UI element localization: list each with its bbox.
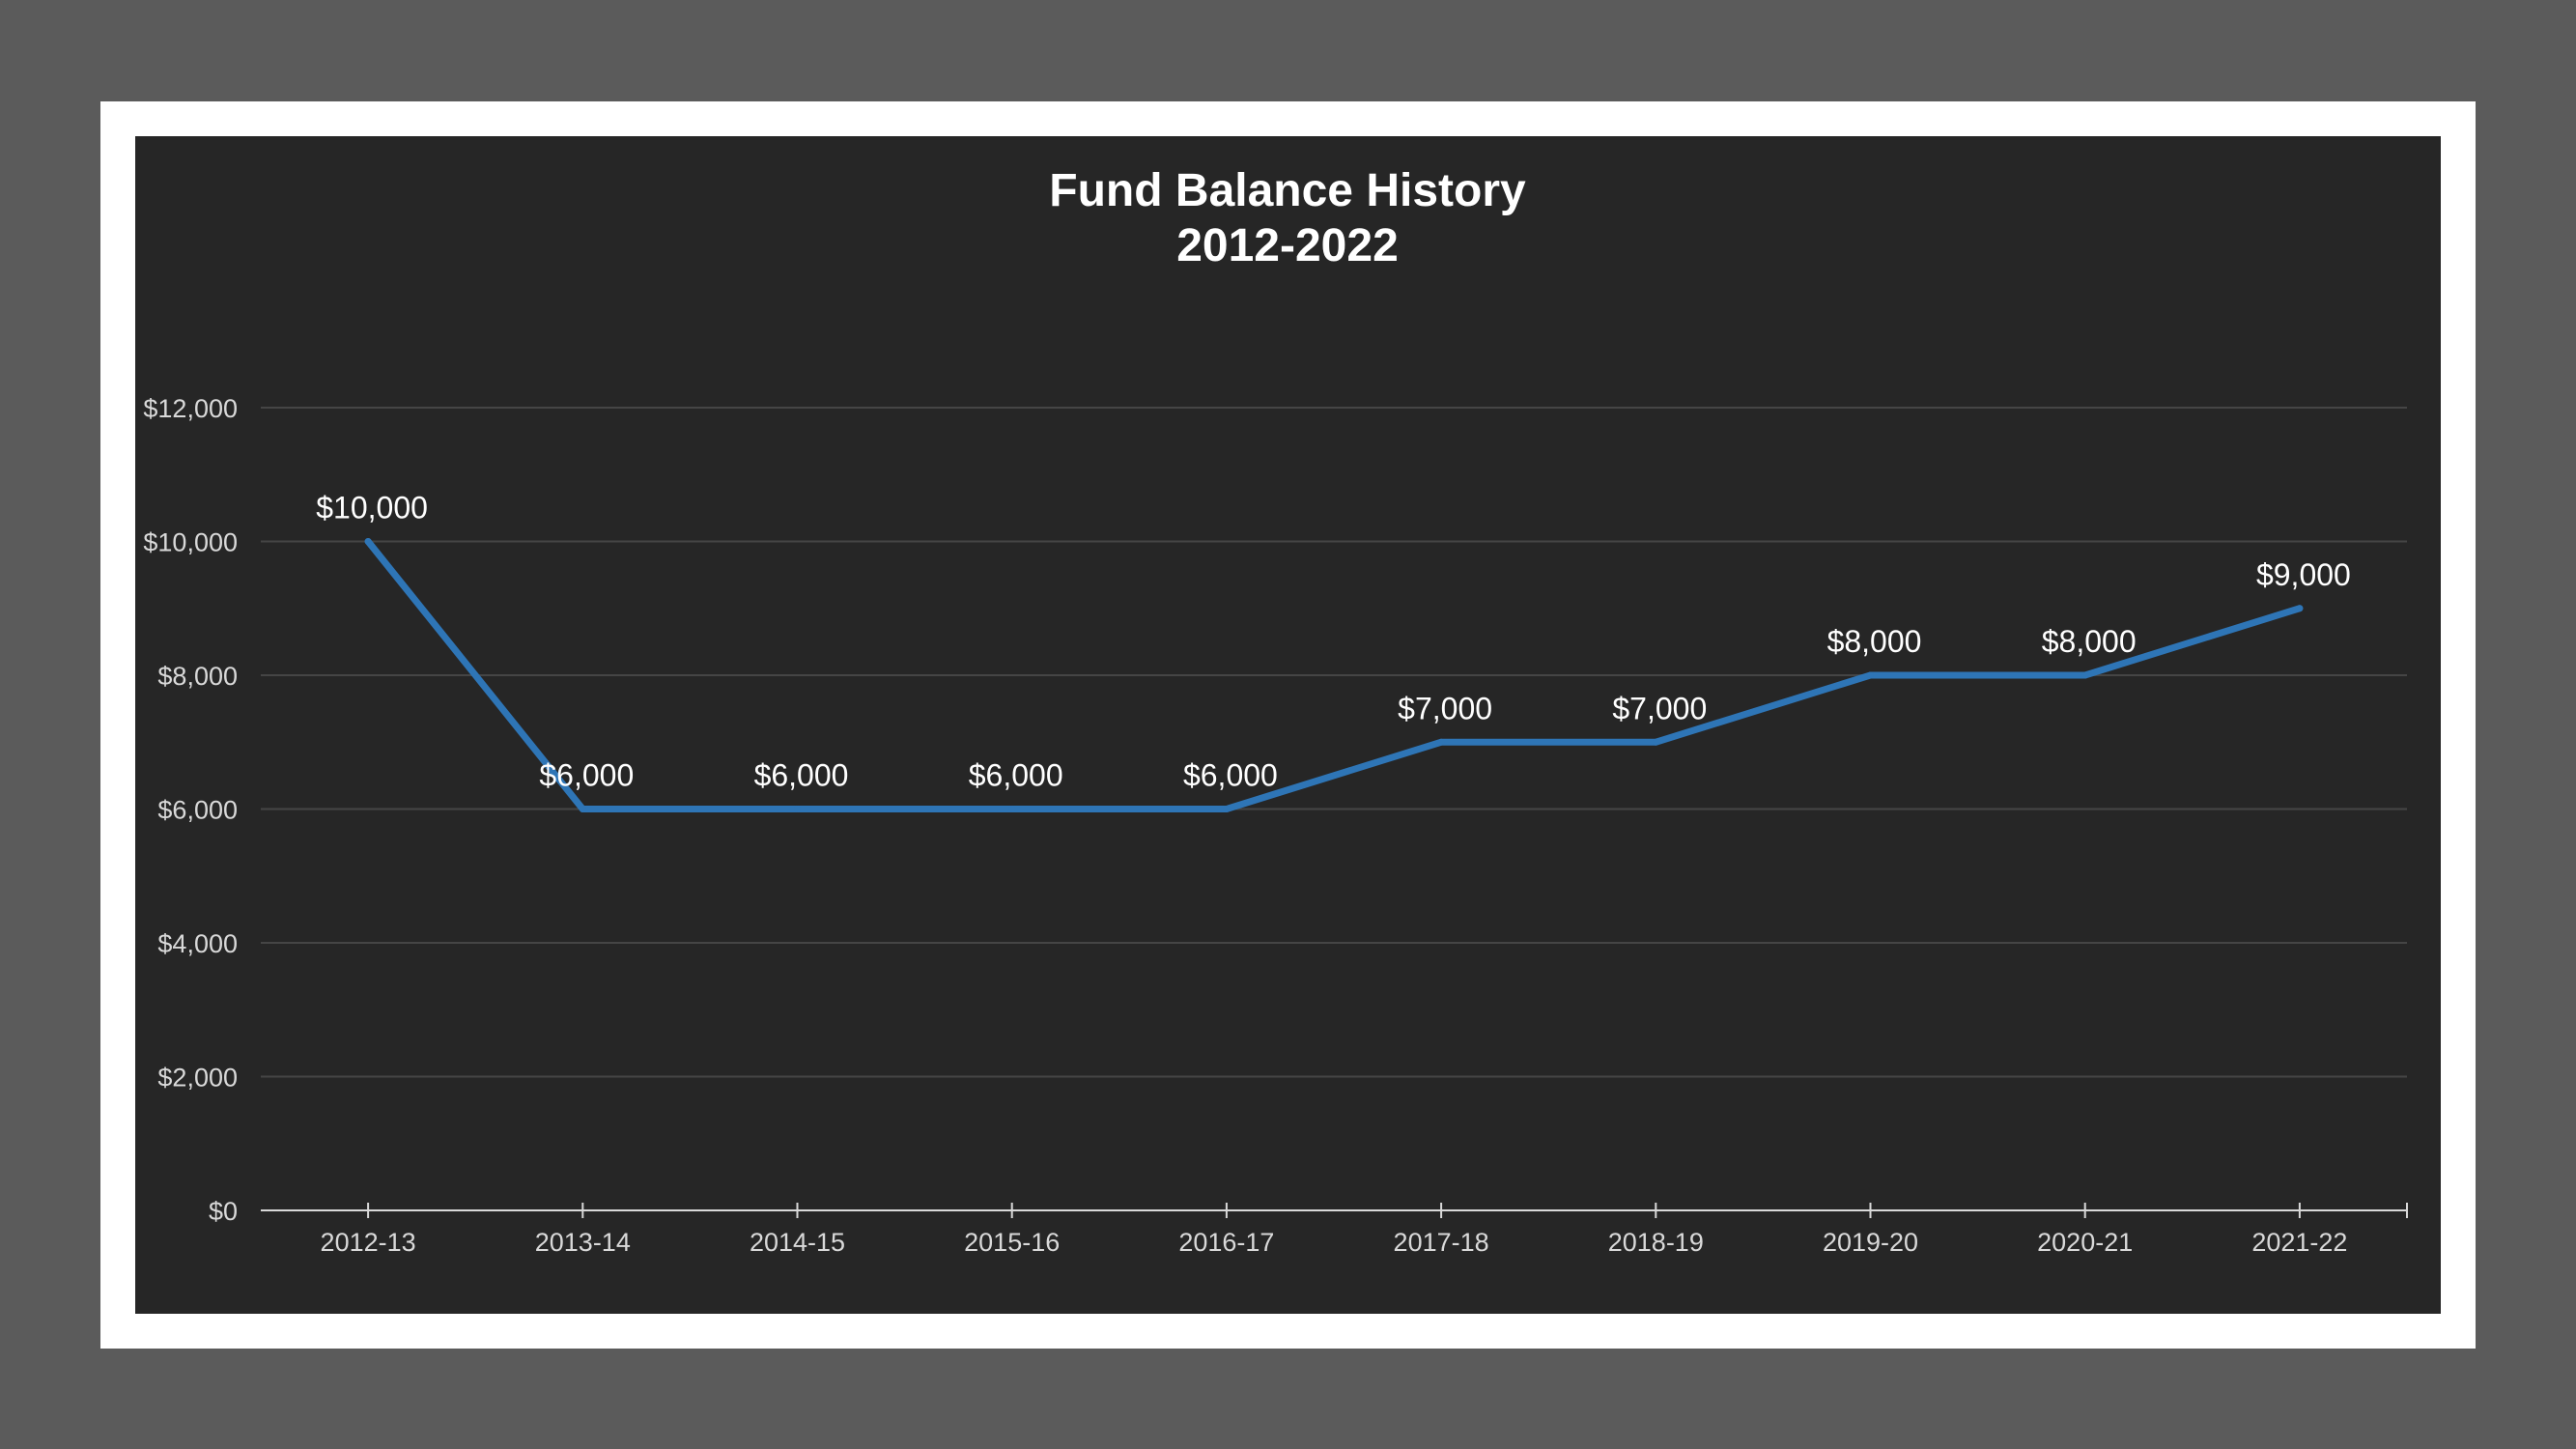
series-fund-balance [364,538,2304,812]
data-label: $6,000 [969,758,1063,793]
data-point [2081,671,2089,679]
data-label: $7,000 [1612,691,1707,725]
y-tick-label: $4,000 [157,929,238,958]
data-label: $6,000 [754,758,849,793]
data-label: $9,000 [2256,557,2351,592]
data-label: $8,000 [1827,624,1922,659]
y-tick-label: $8,000 [157,662,238,691]
x-axis: 2012-13 2013-14 2014-15 2015-16 2016-17 2017-… [261,1203,2408,1257]
data-point [1437,738,1445,746]
data-labels: $10,000 $6,000 $6,000 $6,000 $6,000 $7,000 $7,… [316,491,2351,793]
x-tick-label: 2016-17 [1178,1228,1274,1257]
data-point [794,806,801,812]
y-tick-label: $12,000 [143,394,238,423]
series-line [364,538,2304,812]
data-point [579,806,586,812]
chart-panel: Fund Balance History 2012-2022 $0 $2,000 $… [135,136,2441,1314]
data-point [1652,738,1659,746]
y-tick-label: $2,000 [157,1064,238,1093]
data-label: $6,000 [1183,758,1278,793]
chart-title-line-1: Fund Balance History [1049,165,1526,216]
y-tick-label: $0 [209,1197,238,1226]
data-point [1867,671,1874,679]
y-tick-label: $10,000 [143,528,238,557]
x-tick-label: 2015-16 [964,1228,1060,1257]
data-point [1008,806,1016,812]
x-tick-label: 2019-20 [1823,1228,1918,1257]
data-point [364,538,372,545]
chart-title-line-2: 2012-2022 [1176,220,1399,271]
data-label: $8,000 [2042,624,2137,659]
x-tick-label: 2020-21 [2037,1228,2133,1257]
chart-frame: Fund Balance History 2012-2022 $0 $2,000 $… [100,101,2476,1349]
line-chart: Fund Balance History 2012-2022 $0$2,000$… [143,165,2408,1257]
x-tick-label: 2014-15 [750,1228,845,1257]
data-label: $7,000 [1398,691,1492,725]
gridlines [261,407,2407,1078]
x-tick-label: 2021-22 [2251,1228,2347,1257]
y-axis: $0 $2,000 $4,000 $6,000 $8,000 $10,000 $12,000 [143,394,238,1226]
x-tick-label: 2017-18 [1394,1228,1489,1257]
data-point [1223,806,1231,812]
data-label: $6,000 [539,758,634,793]
x-tick-label: 2013-14 [535,1228,631,1257]
x-tick-label: 2012-13 [321,1228,416,1257]
y-tick-label: $6,000 [157,796,238,825]
x-tick-label: 2018-19 [1608,1228,1704,1257]
data-point [2296,605,2304,612]
data-label: $10,000 [316,491,428,526]
